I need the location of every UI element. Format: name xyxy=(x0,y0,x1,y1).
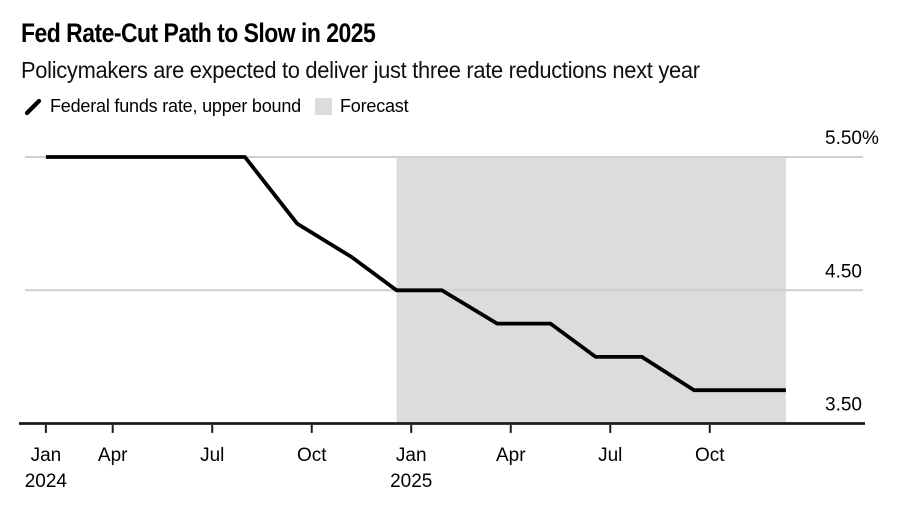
x-tick-label: Jul xyxy=(200,445,224,466)
x-tick-year-label: 2024 xyxy=(25,471,68,492)
x-tick-label: Apr xyxy=(98,445,128,466)
x-tick-label: Oct xyxy=(695,445,725,466)
x-tick-label: Apr xyxy=(496,445,526,466)
y-tick-label: 4.50 xyxy=(825,261,862,282)
x-tick-label: Jan xyxy=(31,445,62,466)
legend-item-forecast: Forecast xyxy=(314,96,409,117)
rate-line xyxy=(45,155,786,393)
legend-item-rate: Federal funds rate, upper bound xyxy=(24,96,301,117)
x-tick-label: Jan xyxy=(396,445,427,466)
line-series-icon xyxy=(24,98,42,115)
x-tick-year-label: 2025 xyxy=(390,471,432,492)
forecast-swatch-icon xyxy=(314,98,332,115)
legend-label-rate: Federal funds rate, upper bound xyxy=(50,96,301,116)
y-tick-label: 3.50 xyxy=(825,395,862,416)
chart-subtitle: Policymakers are expected to deliver jus… xyxy=(21,57,700,83)
y-tick-label: 5.50% xyxy=(825,128,879,149)
chart-legend: Federal funds rate, upper bound Forecast xyxy=(24,96,409,117)
x-tick-label: Oct xyxy=(297,445,327,466)
legend-label-forecast: Forecast xyxy=(339,96,409,116)
chart-title: Fed Rate-Cut Path to Slow in 2025 xyxy=(21,18,376,48)
x-tick-label: Jul xyxy=(598,445,622,466)
